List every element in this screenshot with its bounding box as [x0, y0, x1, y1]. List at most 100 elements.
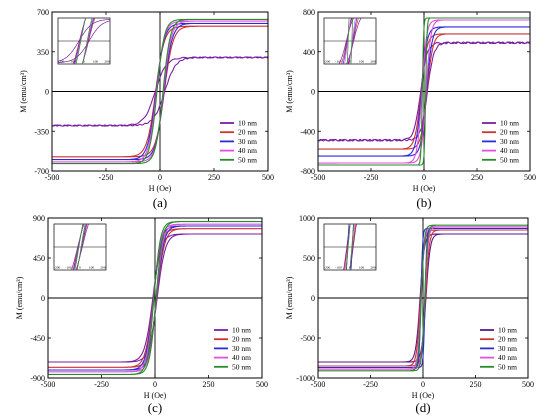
legend-entry: 20 nm	[498, 335, 517, 344]
y-tick-label: -400	[300, 127, 315, 136]
inset-tick-label: 100	[89, 266, 95, 270]
legend-entry: 20 nm	[238, 128, 257, 137]
y-tick-label: 400	[303, 48, 315, 57]
series-line-10-nm	[48, 233, 262, 363]
legend-entry: 50 nm	[500, 155, 519, 164]
x-tick-label: 0	[421, 380, 425, 389]
inset-tick-label: 200	[370, 60, 376, 64]
series-line-20-nm	[318, 33, 530, 150]
inset-curves	[338, 18, 362, 64]
x-tick-label: 250	[203, 380, 215, 389]
chart-panel-2: -500 -250 0 250 500 -800 -400 0 400 800 H (Oe) M (e…	[285, 8, 536, 210]
legend-entry: 30 nm	[500, 137, 519, 146]
inset-tick-label: 100	[93, 60, 99, 64]
inset-tick-label: -100	[335, 266, 342, 270]
curves	[48, 221, 262, 375]
y-tick-label: 900	[33, 214, 45, 223]
y-tick-label: 700	[37, 8, 49, 17]
y-tick-label: 500	[303, 254, 315, 263]
legend-entry: 30 nm	[232, 344, 251, 353]
chart-panel-1: -500 -250 0 250 500 -700 -350 0 350 700 H (Oe) M (e…	[19, 8, 274, 210]
legend-entry: 40 nm	[232, 353, 251, 362]
series-line-40-nm	[52, 20, 268, 163]
inset-tick-label: -200	[324, 60, 331, 64]
y-tick-label: -700	[34, 167, 49, 176]
y-tick-label: 0	[41, 294, 45, 303]
series-line-30-nm	[318, 227, 528, 369]
x-tick-label: 0	[153, 380, 157, 389]
x-tick-label: 250	[471, 173, 483, 182]
x-tick-label: -250	[99, 173, 114, 182]
x-tick-label: 500	[524, 173, 536, 182]
inset: -200 -100 0 100 200	[57, 17, 111, 65]
x-axis-label: H (Oe)	[149, 184, 172, 193]
inset: -200 -100 0 100 200	[53, 223, 107, 271]
chart-panel-3: -500 -250 0 250 500 -900 -450 0 450 900 H (Oe) M (e…	[15, 214, 268, 415]
x-tick-label: 500	[256, 380, 268, 389]
legend-entry: 40 nm	[500, 146, 519, 155]
legend-entry: 10 nm	[232, 326, 251, 335]
curves	[52, 18, 268, 165]
y-tick-label: -500	[300, 334, 315, 343]
y-axis-label: M (emu/cm³)	[19, 70, 28, 113]
inset-tick-label: -100	[65, 266, 72, 270]
inset-tick-label: 0	[79, 266, 81, 270]
inset-series-line	[74, 18, 94, 64]
inset-tick-label: -200	[54, 266, 61, 270]
series-line-10-nm	[318, 233, 528, 363]
inset: -200 -100 0 100 200	[323, 17, 377, 65]
inset-series-line	[73, 18, 95, 64]
legend-entry: 50 nm	[232, 362, 251, 371]
legend-entry: 30 nm	[238, 137, 257, 146]
curves	[318, 224, 528, 372]
x-tick-label: 0	[422, 173, 426, 182]
series-line-40-nm	[318, 19, 530, 164]
inset-tick-label: 200	[370, 266, 376, 270]
panel-label: (d)	[415, 400, 430, 415]
legend-entry: 50 nm	[238, 155, 257, 164]
inset-series-line	[341, 18, 359, 64]
x-tick-label: 500	[522, 380, 534, 389]
inset-tick-label: -100	[335, 60, 342, 64]
legend-entry: 10 nm	[238, 119, 257, 128]
y-tick-label: 350	[37, 48, 49, 57]
series-line-40-nm	[48, 223, 262, 373]
inset: -200 -100 0 100 200	[323, 223, 377, 271]
series-line-20-nm	[52, 25, 268, 158]
y-tick-label: 0	[45, 88, 49, 97]
y-axis-label: M (emu/cm³)	[285, 276, 294, 319]
x-tick-label: 0	[158, 173, 162, 182]
y-tick-label: -1000	[296, 374, 315, 383]
x-tick-label: -250	[94, 380, 109, 389]
inset-series-line	[72, 18, 96, 64]
x-axis-label: H (Oe)	[412, 391, 435, 400]
x-tick-label: 500	[262, 173, 274, 182]
series-line-20-nm	[318, 229, 528, 367]
x-tick-label: -500	[41, 380, 56, 389]
y-tick-label: -900	[30, 374, 45, 383]
y-tick-label: 1000	[299, 214, 315, 223]
legend-entry: 50 nm	[498, 362, 517, 371]
inset-tick-label: 200	[100, 266, 106, 270]
panel-label: (b)	[416, 195, 431, 210]
y-tick-label: -450	[30, 334, 45, 343]
inset-tick-label: 0	[83, 60, 85, 64]
inset-tick-label: 100	[359, 266, 365, 270]
y-tick-label: 450	[33, 254, 45, 263]
y-tick-label: 800	[303, 8, 315, 17]
inset-curves	[58, 18, 110, 64]
series-line-10-nm	[318, 41, 530, 142]
curves	[318, 17, 530, 166]
series-line-30-nm	[48, 225, 262, 371]
inset-series-line	[71, 224, 89, 270]
legend-entry: 30 nm	[498, 344, 517, 353]
y-tick-label: -800	[300, 167, 315, 176]
legend-entry: 10 nm	[498, 326, 517, 335]
inset-tick-label: -200	[58, 60, 65, 64]
